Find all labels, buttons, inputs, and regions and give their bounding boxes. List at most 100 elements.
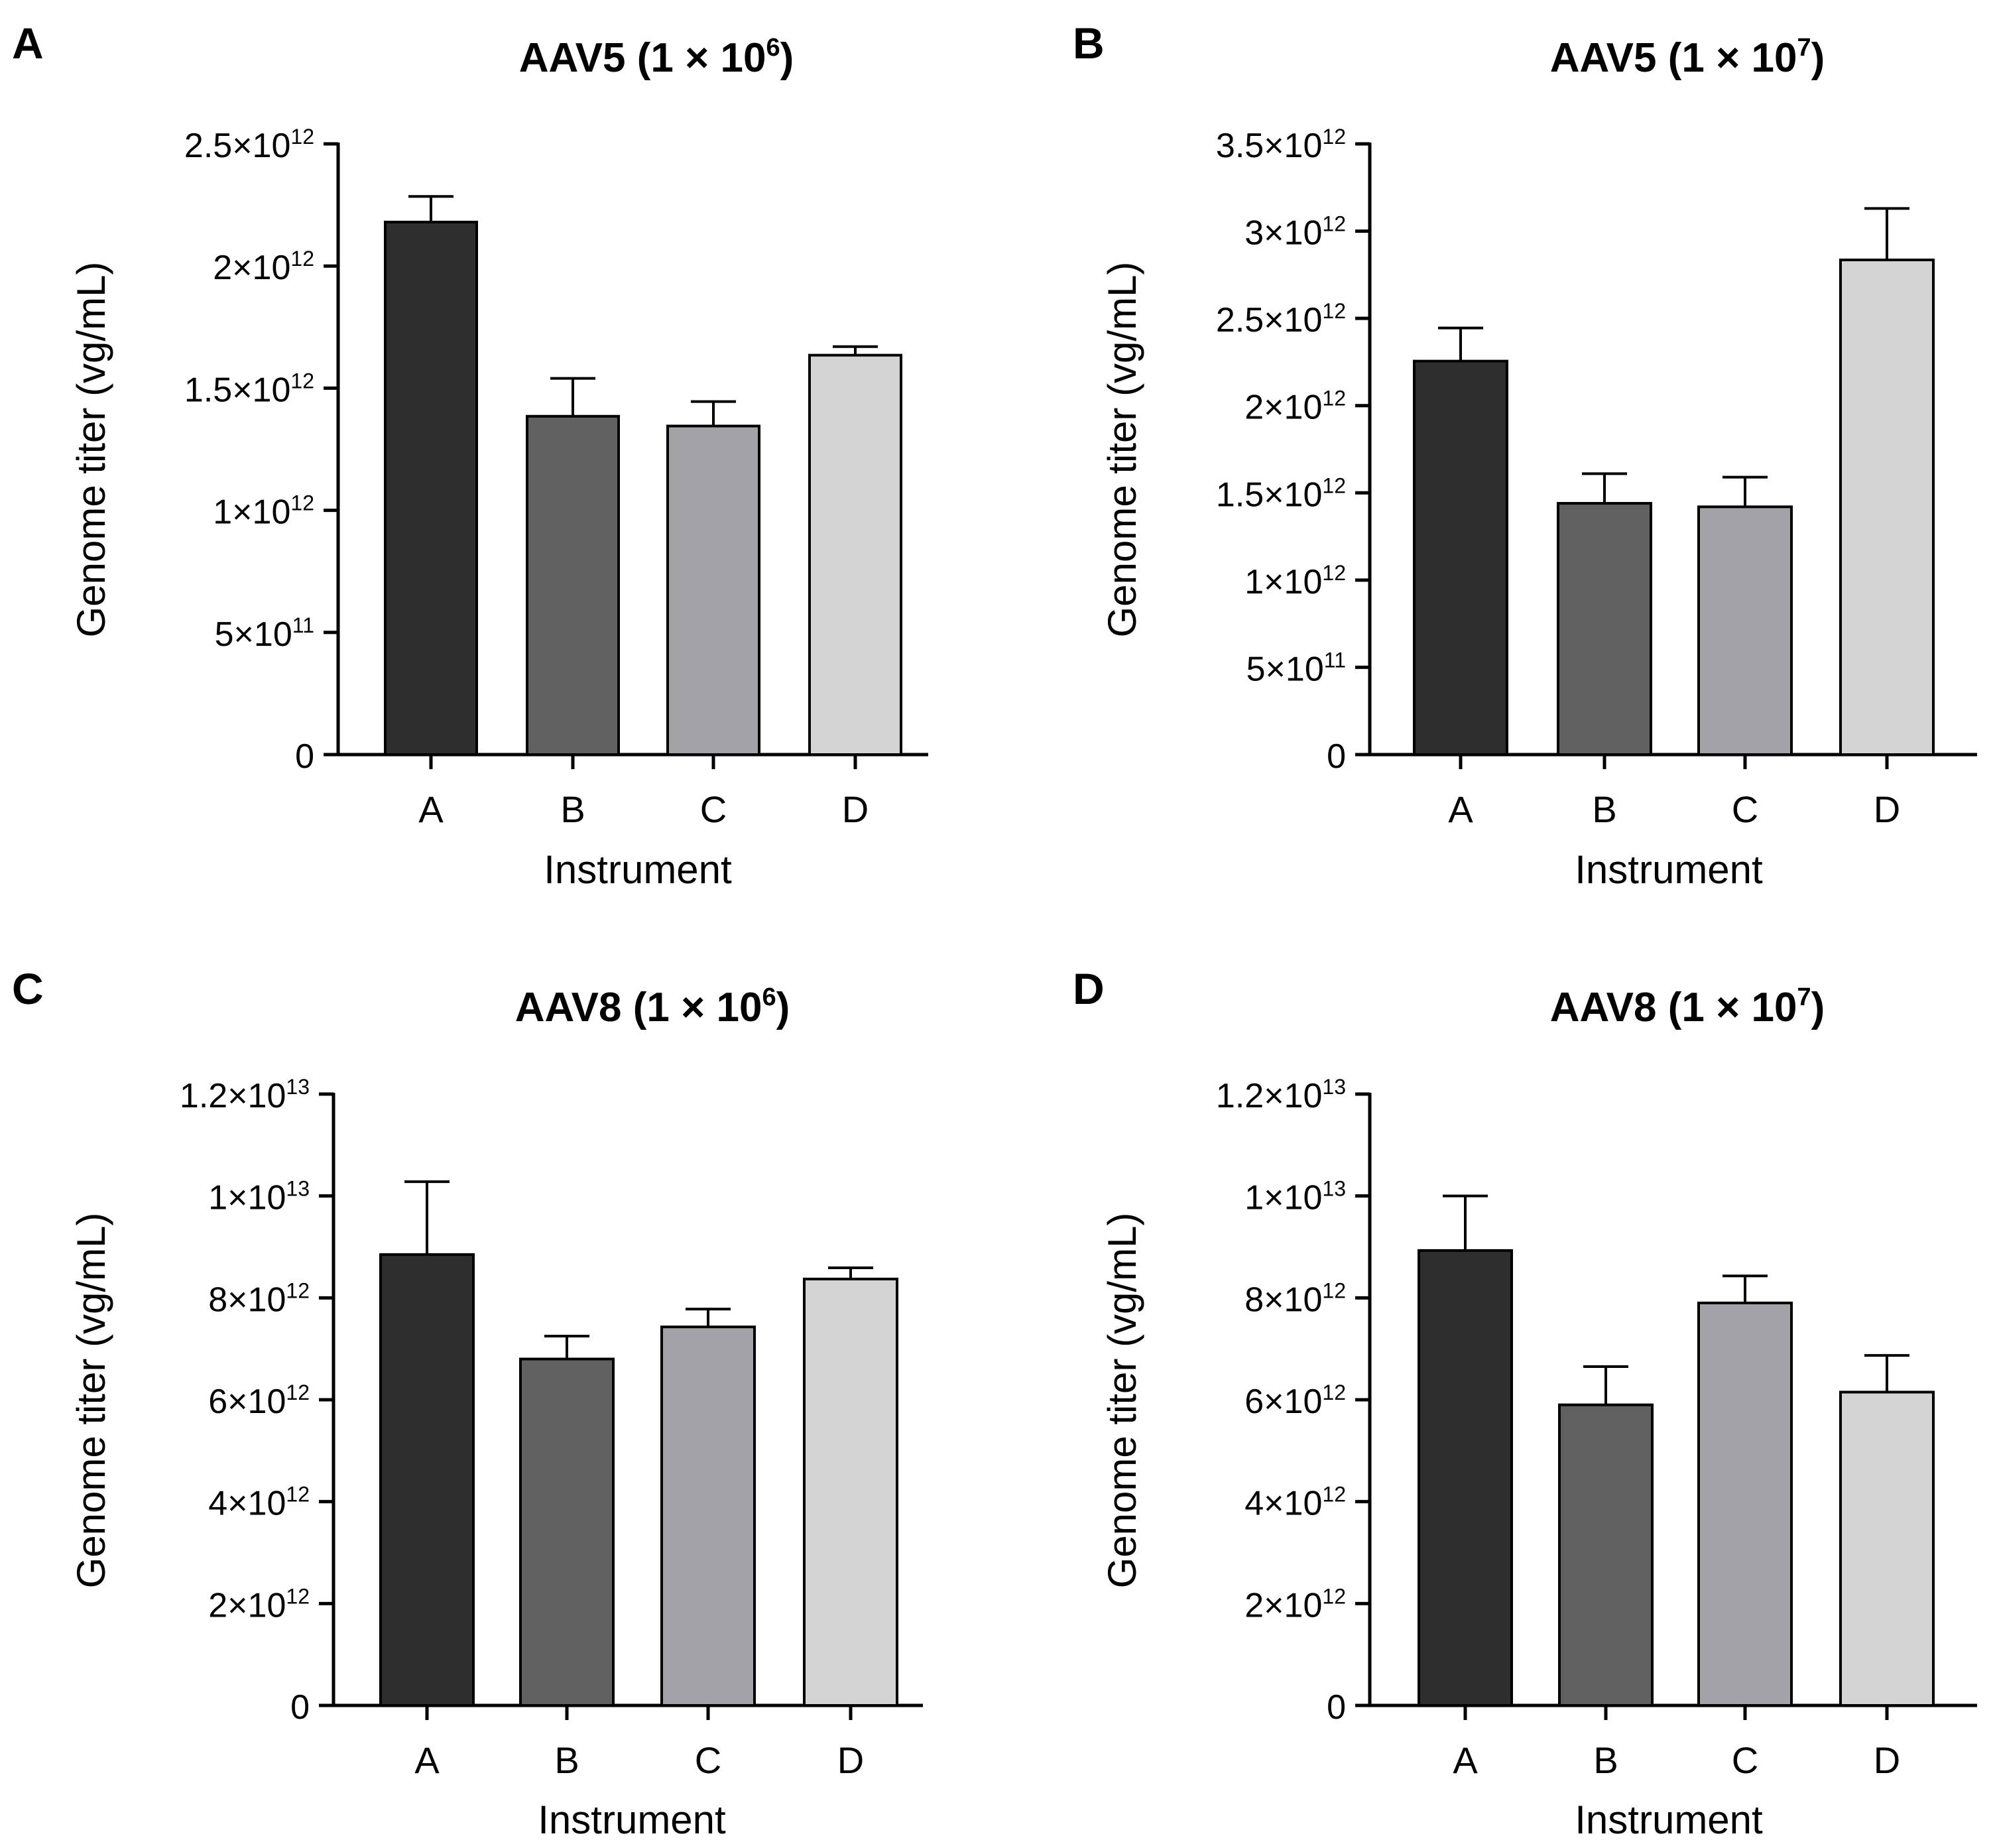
bar-d [1839,258,1935,756]
x-category-label: C [700,788,727,830]
y-tick-mantissa: 0 [295,737,314,776]
y-tick-mantissa: 2×10 [1244,389,1322,427]
chart-panel-a: A AAV5 (1 × 106)05×10111×10121.5×10122×10… [12,19,928,892]
x-category-label: D [842,788,869,830]
y-tick-label: 0 [1327,737,1346,776]
y-tick-label: 2×1012 [213,247,314,287]
y-tick-exponent: 12 [1322,387,1346,410]
y-tick-label: 2×1012 [1244,387,1346,427]
title-superscript: 6 [762,983,776,1011]
y-tick-exponent: 12 [1322,1278,1346,1302]
bar-d [803,1277,898,1707]
y-tick-exponent: 12 [286,1381,310,1404]
chart-panel-b: B AAV5 (1 × 107)05×10111×10121.5×10122×10… [1073,19,1977,892]
x-category-label: A [1453,1739,1478,1781]
y-tick-label: 2×1012 [1244,1584,1346,1625]
y-tick-label: 2.5×1012 [184,125,314,165]
y-tick-label: 5×1011 [215,613,314,654]
y-tick-mantissa: 1×10 [208,1179,286,1217]
y-tick-mantissa: 2×10 [213,249,290,287]
panel-letter: C [12,964,44,1013]
bar-b [519,1357,615,1707]
y-tick-mantissa: 1.5×10 [1216,475,1323,514]
bar-a [1418,1249,1513,1707]
bar-a [384,220,478,756]
bar-c [1697,505,1793,757]
x-category-label: A [1448,788,1473,830]
y-tick-label: 1×1013 [208,1177,310,1217]
x-axis-title: Instrument [1575,847,1763,892]
y-tick-mantissa: 2.5×10 [184,127,291,165]
x-category-label: A [414,1739,440,1781]
chart-title: AAV5 (1 × 107) [1550,34,1825,81]
y-axis-title: Genome titer (vg/mL) [1100,262,1144,638]
bar-c [1697,1302,1793,1707]
y-tick-mantissa: 1.5×10 [184,371,291,409]
y-tick-exponent: 12 [286,1584,310,1608]
x-category-label: B [1593,1739,1618,1781]
y-tick-exponent: 12 [1322,1483,1346,1507]
title-superscript: 7 [1797,34,1811,62]
bar-c [660,1325,756,1707]
x-axis-title: Instrument [538,1798,726,1842]
y-tick-exponent: 12 [286,1483,310,1507]
panel-letter: D [1073,964,1105,1013]
y-tick-mantissa: 8×10 [1244,1280,1322,1319]
y-tick-label: 6×1012 [1244,1381,1346,1421]
chart-panel-c: C AAV8 (1 × 106)02×10124×10126×10128×1012… [12,964,923,1842]
bar-a [1413,359,1508,756]
y-tick-label: 3.5×1012 [1216,125,1346,165]
y-tick-mantissa: 2×10 [208,1586,286,1625]
y-tick-label: 1.2×1013 [1216,1075,1346,1115]
chart-panel-d: D AAV8 (1 × 107)02×10124×10126×10128×1012… [1073,964,1977,1842]
y-tick-label: 2×1012 [208,1584,310,1625]
y-tick-exponent: 13 [286,1177,310,1201]
chart-title: AAV8 (1 × 106) [515,983,790,1030]
x-category-label: C [1732,788,1758,830]
y-tick-exponent: 13 [286,1075,310,1099]
y-tick-exponent: 12 [1322,1381,1346,1404]
title-superscript: 6 [766,34,780,62]
bar-d [1839,1390,1935,1707]
y-axis-title: Genome titer (vg/mL) [69,1213,113,1589]
y-tick-mantissa: 1.2×10 [180,1077,286,1115]
y-tick-mantissa: 1×10 [213,493,290,532]
panel-letter: A [12,19,44,68]
y-tick-label: 1.5×1012 [1216,473,1346,514]
y-tick-mantissa: 2×10 [1244,1586,1322,1625]
y-tick-exponent: 12 [290,247,314,271]
title-superscript: 7 [1797,983,1811,1011]
y-tick-mantissa: 6×10 [1244,1383,1322,1421]
y-tick-exponent: 13 [1322,1177,1346,1201]
y-tick-exponent: 12 [290,491,314,515]
y-tick-exponent: 11 [292,613,314,637]
y-tick-exponent: 12 [290,369,314,393]
chart-title: AAV8 (1 × 107) [1550,983,1825,1030]
y-tick-mantissa: 5×10 [215,615,292,654]
title-main: AAV8 (1 × 10 [515,985,762,1030]
y-tick-label: 0 [290,1688,310,1727]
y-tick-label: 0 [295,737,314,776]
x-category-label: D [837,1739,864,1781]
y-tick-exponent: 13 [1322,1075,1346,1099]
y-axis-title: Genome titer (vg/mL) [1100,1213,1144,1589]
y-tick-label: 1×1013 [1244,1177,1346,1217]
y-tick-label: 8×1012 [208,1278,310,1319]
y-tick-mantissa: 1×10 [1244,1179,1322,1217]
x-category-label: D [1874,788,1900,830]
y-tick-mantissa: 0 [1327,737,1346,776]
y-tick-label: 5×1011 [1246,648,1346,688]
x-category-label: C [695,1739,721,1781]
title-end: ) [1811,35,1825,81]
title-end: ) [776,985,790,1030]
y-tick-label: 2.5×1012 [1216,299,1346,339]
bar-b [1558,1403,1654,1707]
title-main: AAV8 (1 × 10 [1550,985,1797,1030]
x-category-label: B [554,1739,579,1781]
y-tick-mantissa: 3×10 [1244,214,1322,253]
y-tick-mantissa: 0 [1327,1688,1346,1727]
x-category-label: D [1874,1739,1900,1781]
bar-d [808,353,902,756]
y-tick-exponent: 12 [286,1278,310,1302]
